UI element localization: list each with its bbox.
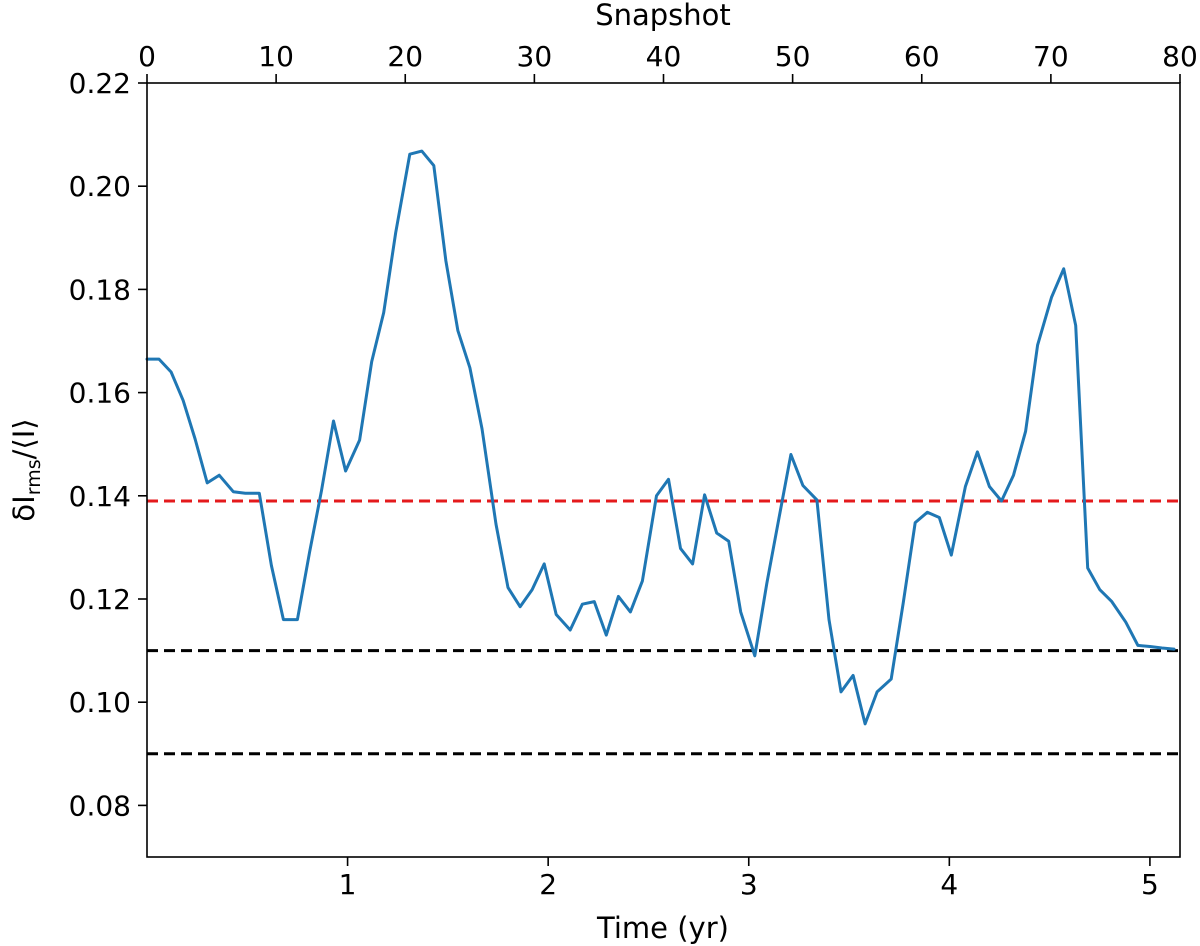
top-x-tick-label: 30 — [517, 40, 553, 73]
y-axis-title: δIrms/⟨I⟩ — [7, 418, 45, 521]
plot-frame — [146, 82, 1181, 858]
top-x-tick-label: 60 — [904, 40, 940, 73]
top-x-tick-label: 10 — [258, 40, 294, 73]
top-x-tick-label: 0 — [138, 40, 156, 73]
x-tick-label: 1 — [339, 868, 357, 901]
x-tick-label: 2 — [539, 868, 557, 901]
top-x-axis: 0 10 20 30 40 50 60 70 80 — [138, 40, 1198, 83]
y-axis: 0.08 0.10 0.12 0.14 0.16 0.18 0.20 0.22 — [69, 67, 147, 822]
series-line — [145, 149, 1176, 726]
top-x-axis-title: Snapshot — [595, 0, 731, 32]
x-tick-label: 4 — [940, 868, 958, 901]
y-tick-label: 0.18 — [69, 273, 131, 306]
y-tick-label: 0.22 — [69, 67, 131, 100]
top-x-tick-label: 20 — [387, 40, 423, 73]
top-x-tick-label: 50 — [775, 40, 811, 73]
y-tick-label: 0.14 — [69, 480, 131, 513]
x-axis-title: Time (yr) — [596, 911, 729, 945]
reference-lines — [147, 499, 1180, 756]
top-x-tick-label: 80 — [1162, 40, 1198, 73]
y-tick-label: 0.16 — [69, 377, 131, 410]
y-tick-label: 0.20 — [69, 170, 131, 203]
y-axis-title-tail: /⟨I⟩ — [7, 418, 41, 459]
x-tick-label: 5 — [1141, 868, 1159, 901]
y-tick-label: 0.08 — [69, 789, 131, 822]
y-axis-title-sub: rms — [23, 459, 45, 495]
y-tick-label: 0.10 — [69, 686, 131, 719]
y-axis-title-base: δI — [7, 495, 41, 521]
y-tick-label: 0.12 — [69, 583, 131, 616]
series-group — [145, 149, 1176, 726]
x-tick-label: 3 — [740, 868, 758, 901]
top-x-tick-label: 40 — [646, 40, 682, 73]
x-axis: 1 2 3 4 5 — [339, 857, 1159, 901]
top-x-tick-label: 70 — [1033, 40, 1069, 73]
